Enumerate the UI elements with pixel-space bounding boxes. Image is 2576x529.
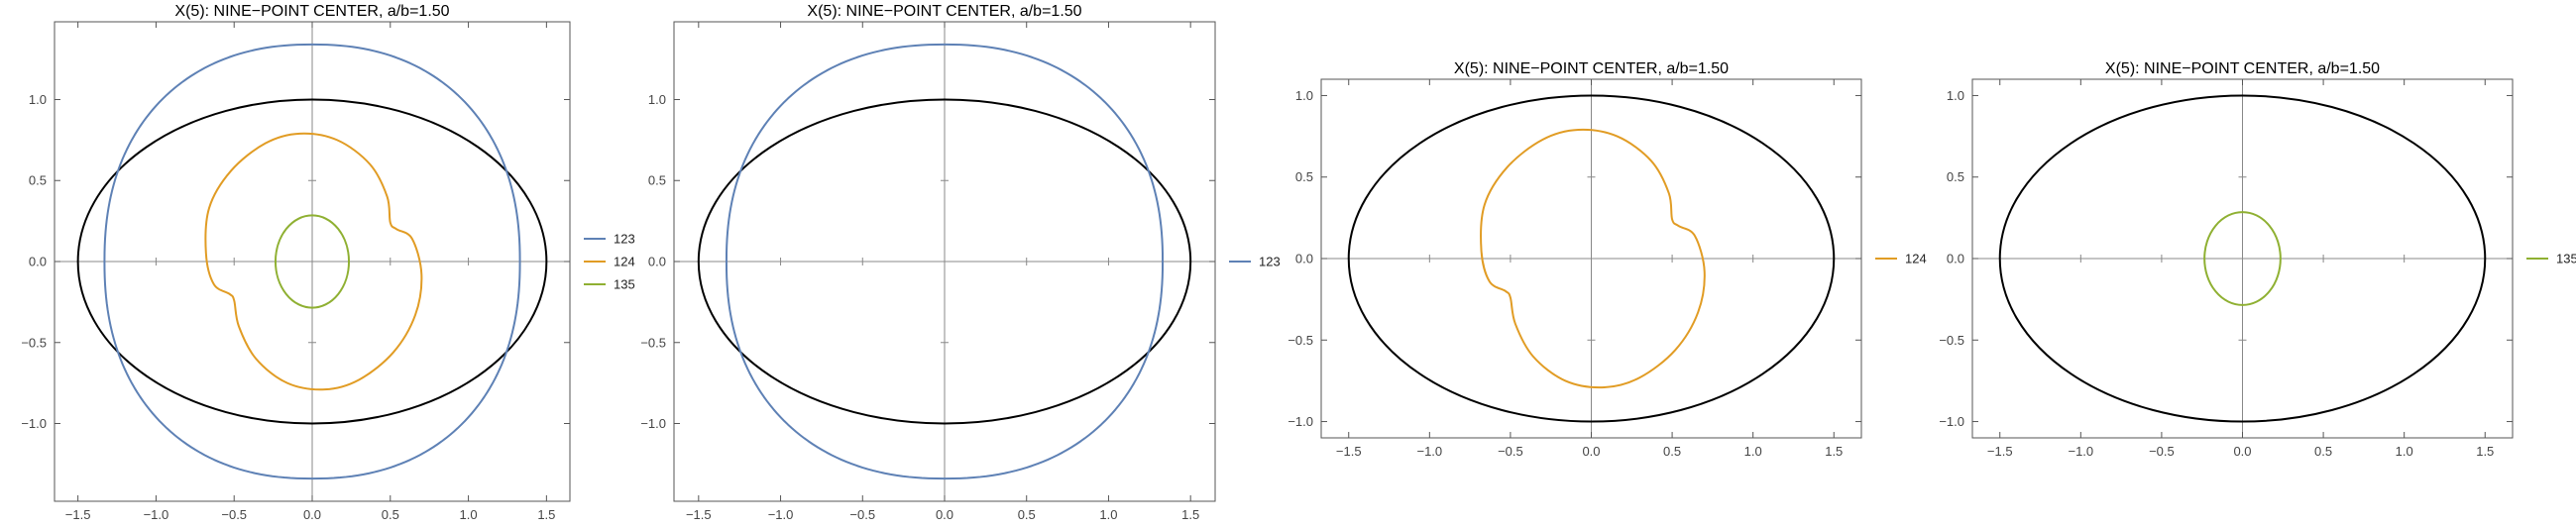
x-tick-label: 0.0	[1582, 444, 1600, 459]
chart-title: X(5): NINE−POINT CENTER, a/b=1.50	[1454, 60, 1729, 77]
x-tick-label: 0.5	[1018, 507, 1036, 522]
x-tick-label: −0.5	[2149, 444, 2175, 459]
x-tick-label: −0.5	[1498, 444, 1523, 459]
x-tick-label: 0.0	[936, 507, 953, 522]
x-tick-label: 1.0	[460, 507, 478, 522]
x-tick-label: 0.0	[2233, 444, 2251, 459]
y-tick-label: 1.0	[29, 92, 47, 107]
y-tick-label: −1.0	[1288, 414, 1313, 429]
x-tick-label: −1.0	[144, 507, 169, 522]
x-tick-label: 1.5	[1181, 507, 1199, 522]
series-124-curve	[204, 132, 423, 391]
reference-ellipse	[76, 98, 548, 425]
x-tick-label: −0.5	[221, 507, 247, 522]
y-tick-label: −1.0	[640, 416, 666, 431]
y-tick-label: 0.0	[648, 255, 666, 269]
legend-label-124: 124	[614, 255, 635, 269]
x-tick-label: 1.0	[2396, 444, 2413, 459]
y-tick-label: 0.0	[1947, 252, 1964, 266]
plot-area	[1998, 94, 2487, 423]
plot-area	[1347, 94, 1836, 423]
x-tick-label: 1.5	[2476, 444, 2494, 459]
x-tick-label: −1.5	[1336, 444, 1362, 459]
y-tick-label: 1.0	[1295, 88, 1313, 103]
chart-title: X(5): NINE−POINT CENTER, a/b=1.50	[807, 3, 1081, 20]
y-tick-label: −1.0	[1939, 414, 1964, 429]
series-123-curve	[725, 43, 1165, 480]
y-tick-label: 0.5	[29, 173, 47, 188]
legend-label-124: 124	[1905, 252, 1927, 266]
y-tick-label: 0.5	[1947, 169, 1964, 184]
y-tick-label: 0.0	[29, 255, 47, 269]
reference-ellipse	[1347, 94, 1836, 423]
x-tick-label: −1.5	[1987, 444, 2013, 459]
series-124-curve	[1480, 128, 1706, 389]
chart-panel-2: X(5): NINE−POINT CENTER, a/b=1.50 −1.5 −1.…	[640, 3, 1280, 522]
legend-label-123: 123	[1259, 255, 1281, 269]
x-tick-label: 1.5	[537, 507, 555, 522]
x-tick-label: −1.5	[686, 507, 712, 522]
x-tick-label: −1.5	[65, 507, 91, 522]
plot-area	[697, 43, 1192, 480]
y-tick-label: 0.5	[648, 173, 666, 188]
x-tick-label: −1.0	[768, 507, 794, 522]
x-tick-label: 1.5	[1825, 444, 1843, 459]
x-tick-label: 0.5	[1663, 444, 1681, 459]
x-tick-label: 0.0	[303, 507, 321, 522]
chart-title: X(5): NINE−POINT CENTER, a/b=1.50	[174, 3, 449, 20]
y-tick-label: 0.0	[1295, 252, 1313, 266]
y-tick-label: −0.5	[640, 335, 666, 350]
series-135-curve	[274, 214, 351, 309]
y-tick-label: −0.5	[21, 335, 47, 350]
x-tick-label: −1.0	[2068, 444, 2093, 459]
y-tick-label: 0.5	[1295, 169, 1313, 184]
x-tick-label: −1.0	[1416, 444, 1442, 459]
x-tick-label: −0.5	[849, 507, 875, 522]
plot-area	[76, 43, 548, 480]
legend-label-135: 135	[2556, 252, 2576, 266]
y-tick-label: 1.0	[648, 92, 666, 107]
y-tick-label: −1.0	[21, 416, 47, 431]
chart-panel-4: X(5): NINE−POINT CENTER, a/b=1.50 −1.5 −1.…	[1939, 60, 2576, 459]
chart-title: X(5): NINE−POINT CENTER, a/b=1.50	[2105, 60, 2380, 77]
legend-label-135: 135	[614, 277, 635, 292]
y-tick-label: −0.5	[1939, 333, 1964, 348]
chart-panel-3: X(5): NINE−POINT CENTER, a/b=1.50 −1.5 −1.…	[1288, 60, 1926, 459]
y-tick-label: −0.5	[1288, 333, 1313, 348]
reference-ellipse	[1998, 94, 2487, 423]
x-tick-label: 1.0	[1099, 507, 1117, 522]
series-135-curve	[2203, 211, 2282, 306]
chart-panel-1: X(5): NINE−POINT CENTER, a/b=1.50 −1.5 −1.…	[21, 3, 634, 522]
reference-ellipse	[697, 98, 1192, 425]
series-123-curve	[103, 43, 521, 480]
x-tick-label: 1.0	[1744, 444, 1762, 459]
x-tick-label: 0.5	[382, 507, 399, 522]
legend-label-123: 123	[614, 232, 635, 247]
y-tick-label: 1.0	[1947, 88, 1964, 103]
x-tick-label: 0.5	[2314, 444, 2332, 459]
